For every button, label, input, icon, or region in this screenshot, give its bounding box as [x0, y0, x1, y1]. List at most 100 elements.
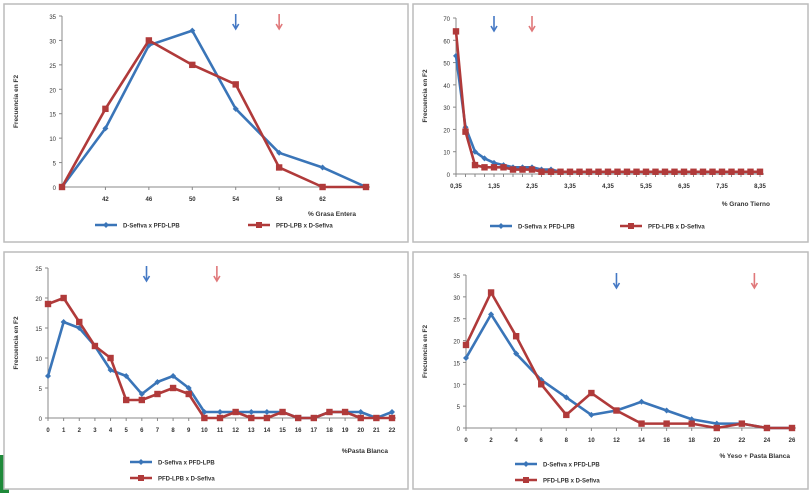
y-axis-label: Frecuencia en F2 [13, 75, 20, 128]
series-line-red [60, 39, 366, 189]
x-tick-label: 20 [357, 428, 364, 434]
chart-frame [3, 3, 409, 243]
x-tick-label: 16 [295, 428, 302, 434]
x-tick-label: 0 [46, 428, 50, 434]
data-point-red [661, 168, 669, 175]
data-point-red [294, 414, 302, 422]
data-point-red [737, 168, 745, 175]
data-point-red [595, 168, 602, 175]
x-tick-label: 6 [140, 428, 144, 434]
legend-label: PFD-LPB x D-Sefiva [276, 224, 333, 230]
y-tick-label: 0 [53, 186, 57, 192]
y-tick-label: 20 [453, 340, 460, 346]
y-tick-label: 60 [443, 39, 450, 45]
x-tick-label: 3 [93, 428, 97, 434]
legend-swatch-marker [628, 223, 634, 229]
x-tick-label: 9 [187, 428, 191, 434]
x-tick-label: 4 [109, 428, 113, 434]
data-point-red [232, 81, 239, 88]
y-tick-label: 5 [39, 387, 43, 393]
legend-label: D-Sefiva x PFD-LPB [518, 225, 575, 231]
data-point-blue [232, 105, 239, 112]
x-tick-label: 20 [713, 438, 720, 444]
data-point-red [688, 420, 695, 427]
data-point-red [201, 414, 208, 422]
y-tick-label: 10 [49, 137, 56, 143]
data-point-red [671, 168, 678, 175]
x-tick-label: 7 [156, 428, 160, 434]
arrow-head-blue-icon [612, 282, 621, 290]
data-point-red [232, 408, 239, 416]
y-tick-label: 50 [443, 62, 450, 68]
data-point-red [613, 407, 620, 414]
data-point-blue [154, 379, 161, 385]
data-point-red [138, 396, 146, 404]
data-point-red [519, 166, 526, 173]
x-tick-label: 50 [189, 197, 196, 203]
data-point-blue [638, 398, 645, 405]
arrow-head-red-icon [213, 275, 221, 283]
data-point-red [563, 411, 570, 419]
y-tick-label: 15 [35, 327, 42, 333]
data-point-red [528, 166, 536, 173]
x-tick-label: 62 [319, 197, 326, 203]
data-point-red [216, 414, 224, 422]
y-tick-label: 20 [443, 128, 450, 134]
chart-panel-2: 0 10 20 30 40 50 60 70 0,35 1,35 2,35 3,35 4,35 5,35 6… [412, 3, 809, 243]
y-tick-label: 5 [457, 405, 461, 411]
x-axis-label: %Pasta Blanca [342, 448, 389, 455]
x-tick-label: 7,35 [716, 184, 728, 190]
x-tick-label: 26 [789, 438, 796, 444]
x-tick-label: 22 [389, 428, 396, 434]
x-tick-label: 24 [764, 438, 771, 444]
legend-label: PFD-LPB x D-Sefiva [543, 479, 600, 485]
y-tick-label: 30 [443, 106, 450, 112]
y-tick-label: 30 [49, 39, 56, 45]
data-point-blue [357, 409, 364, 415]
data-point-red [263, 414, 271, 422]
data-point-red [462, 341, 470, 349]
x-tick-label: 13 [248, 428, 255, 434]
data-point-red [154, 390, 161, 398]
data-point-blue [102, 125, 109, 132]
x-tick-label: 54 [232, 197, 239, 203]
data-point-red [585, 168, 593, 175]
data-point-red [557, 168, 564, 175]
data-point-red [652, 168, 659, 175]
data-point-red [310, 414, 318, 422]
data-point-blue [185, 385, 192, 391]
x-tick-label: 58 [276, 197, 283, 203]
series-line-red [464, 291, 792, 430]
data-point-red [709, 168, 716, 175]
x-tick-label: 12 [232, 428, 239, 434]
data-point-blue [107, 367, 114, 373]
legend-swatch-marker [256, 222, 262, 228]
data-point-red [357, 414, 364, 422]
data-point-blue [217, 409, 223, 415]
data-point-red [481, 164, 488, 171]
data-point-red [614, 168, 621, 175]
y-tick-label: 30 [453, 296, 460, 302]
data-point-red [566, 168, 574, 175]
data-point-red [576, 168, 583, 175]
arrow-head-red-icon [750, 282, 759, 290]
x-tick-label: 22 [739, 438, 746, 444]
x-tick-label: 15 [279, 428, 286, 434]
series-line-blue [60, 29, 367, 189]
data-point-red [145, 37, 153, 44]
x-tick-label: 0,35 [450, 184, 462, 190]
arrow-head-blue-icon [142, 275, 151, 283]
y-axis-label: Frecuencia en F2 [13, 316, 20, 369]
data-point-red [122, 396, 130, 404]
data-point-red [623, 168, 631, 175]
y-tick-label: 25 [49, 64, 56, 70]
data-point-red [462, 128, 469, 135]
y-tick-label: 0 [457, 427, 461, 433]
x-tick-label: 8,35 [754, 184, 766, 190]
y-tick-label: 25 [453, 318, 460, 324]
x-tick-label: 1,35 [488, 184, 500, 190]
data-point-blue [123, 373, 130, 379]
data-point-red [471, 161, 479, 169]
data-point-red [638, 420, 645, 427]
